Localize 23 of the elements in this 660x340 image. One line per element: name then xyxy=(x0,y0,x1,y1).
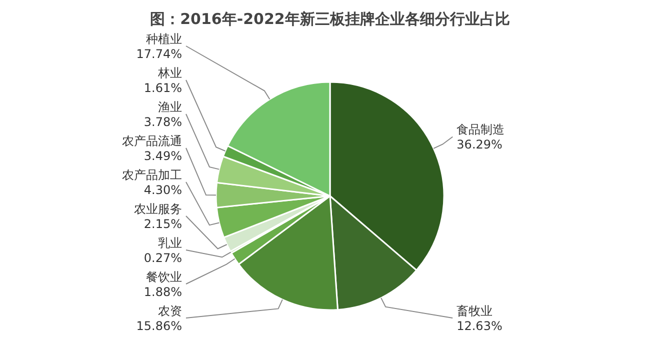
slice-label: 农产品加工 xyxy=(122,168,182,182)
slice-label: 种植业 xyxy=(146,32,182,46)
data-label: 3.49% xyxy=(144,149,182,163)
data-label: 15.86% xyxy=(136,319,182,333)
data-label: 1.88% xyxy=(144,285,182,299)
slice-label: 农资 xyxy=(158,304,182,318)
data-label: 17.74% xyxy=(136,47,182,61)
slice-label: 餐饮业 xyxy=(146,270,182,284)
data-label: 0.27% xyxy=(144,251,182,265)
data-label: 36.29% xyxy=(456,138,502,152)
slice-label: 农产品流通 xyxy=(122,134,182,148)
data-label: 4.30% xyxy=(144,183,182,197)
data-label: 1.61% xyxy=(144,81,182,95)
slice-label: 林业 xyxy=(157,66,182,80)
slice-label: 食品制造 xyxy=(456,122,505,137)
slice-label: 农业服务 xyxy=(134,202,182,216)
slice-label: 畜牧业 xyxy=(456,304,493,318)
data-label: 12.63% xyxy=(456,319,502,333)
slice-label: 渔业 xyxy=(158,100,182,114)
data-label: 3.78% xyxy=(144,115,182,129)
slice-label: 乳业 xyxy=(158,236,182,250)
data-label: 2.15% xyxy=(144,217,182,231)
chart-title: 图：2016年-2022年新三板挂牌企业各细分行业占比 xyxy=(150,10,510,28)
